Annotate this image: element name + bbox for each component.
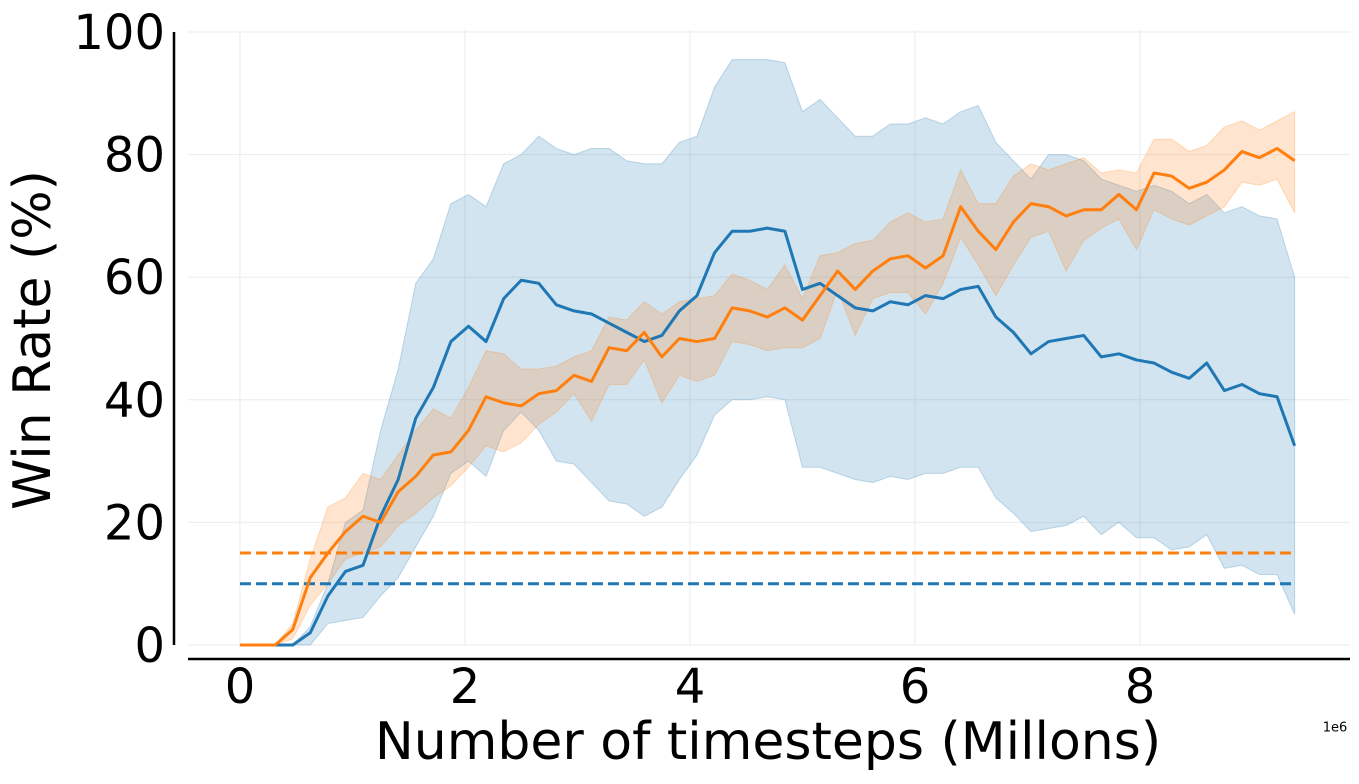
x-tick-label: 2: [450, 659, 481, 715]
x-tick-label: 8: [1125, 659, 1156, 715]
confidence-band: [239, 110, 1296, 646]
line: [239, 146, 1296, 647]
y-tick-label: 60: [104, 250, 165, 306]
x-axis-label: Number of timesteps (Millons): [375, 712, 1161, 772]
y-tick-label: 0: [134, 618, 165, 674]
confidence-band: [239, 59, 1296, 646]
x-tick-label: 4: [675, 659, 706, 715]
y-tick-label: 40: [104, 373, 165, 429]
y-axis-label: Win Rate (%): [3, 170, 63, 510]
y-tick-label: 80: [104, 128, 165, 184]
x-tick-label: 6: [900, 659, 931, 715]
x-tick-label: 0: [225, 659, 256, 715]
line: [239, 226, 1297, 647]
y-tick-label: 100: [73, 5, 165, 61]
x-offset-label: 1e6: [1323, 721, 1348, 736]
y-tick-label: 20: [104, 495, 165, 551]
